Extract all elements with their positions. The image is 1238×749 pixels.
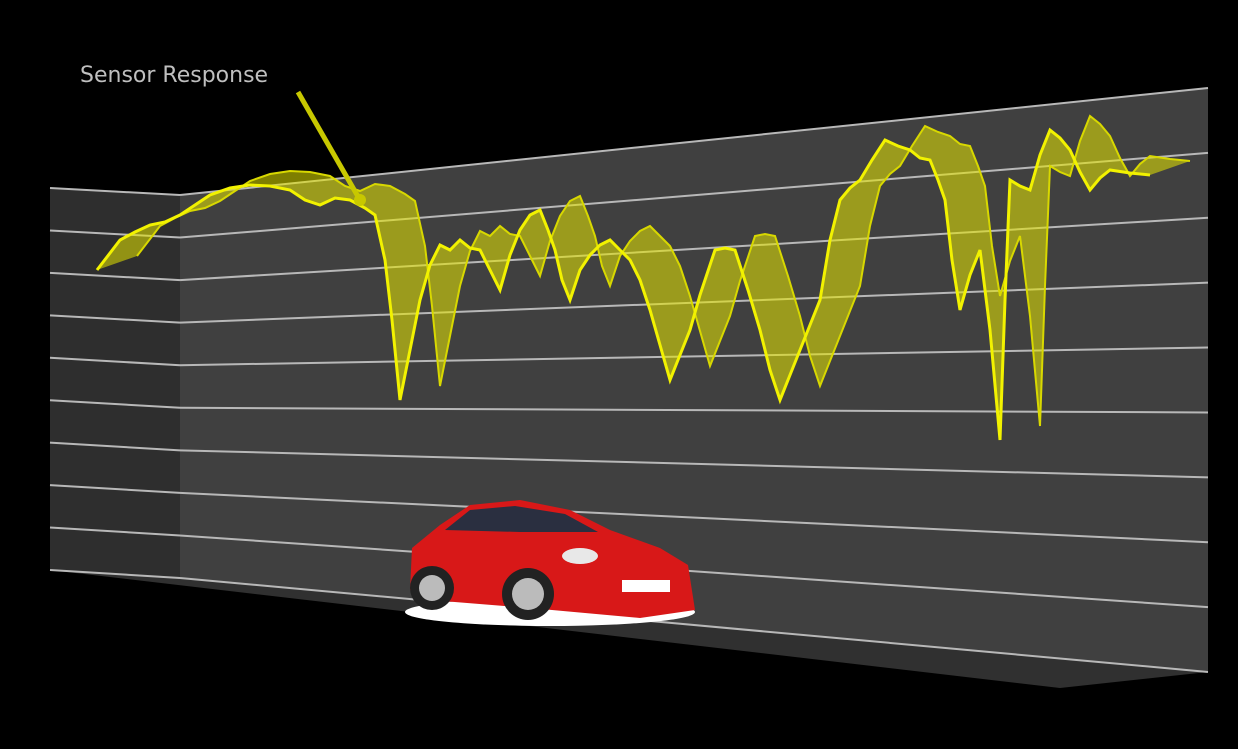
wall-line [179, 406, 1209, 414]
left-wall [50, 188, 180, 578]
floor [50, 570, 1208, 688]
wall-line [49, 271, 181, 282]
wall-line [49, 569, 181, 579]
wall-line [49, 314, 181, 324]
wall-line [179, 491, 1209, 544]
wall-line [49, 356, 181, 367]
car-rim [512, 578, 544, 610]
wall-line [49, 229, 181, 239]
annotation-dot [354, 194, 366, 206]
wall-line [49, 526, 181, 537]
ribbon-face [97, 116, 1190, 440]
wall-line [179, 449, 1209, 479]
wall-line [179, 534, 1209, 609]
wall-line [49, 441, 181, 452]
wall-line [49, 399, 181, 409]
annotation-pointer [295, 90, 363, 202]
wall-line [179, 577, 1209, 673]
wall-line [179, 87, 1209, 196]
car-headlight [562, 548, 598, 564]
wall-line [49, 484, 181, 494]
car-rim [419, 575, 445, 601]
car [405, 500, 695, 626]
car-window [445, 506, 598, 532]
annotation-label: Sensor Response [80, 63, 268, 88]
ribbon-edge [136, 114, 1191, 427]
wall-line [49, 187, 181, 196]
car-plate [622, 580, 670, 592]
